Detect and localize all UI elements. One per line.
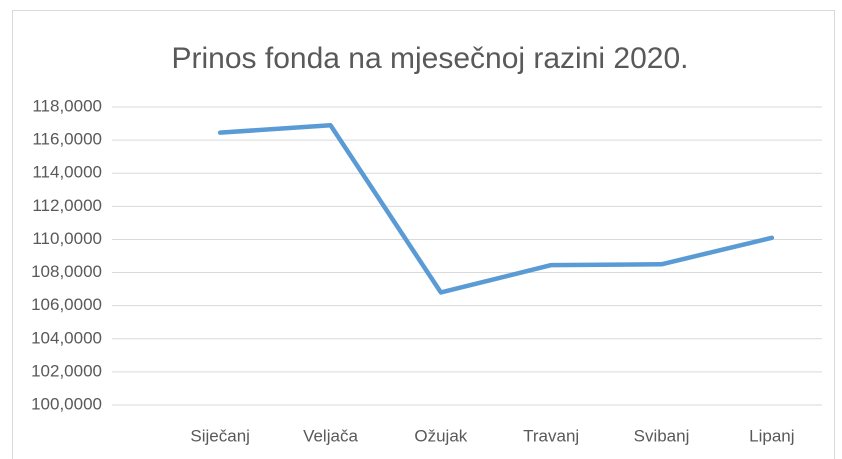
chart-title: Prinos fonda na mjesečnoj razini 2020.: [172, 42, 689, 75]
y-tick-label: 100,0000: [31, 394, 102, 413]
x-tick-label: Siječanj: [190, 426, 250, 445]
y-tick-label: 106,0000: [31, 295, 102, 314]
y-tick-label: 118,0000: [32, 96, 102, 115]
x-tick-label: Travanj: [523, 426, 579, 445]
y-tick-label: 112,0000: [32, 196, 102, 215]
y-tick-label: 116,0000: [32, 130, 102, 149]
y-tick-label: 108,0000: [31, 262, 102, 281]
x-tick-label: Svibanj: [634, 426, 690, 445]
y-tick-label: 104,0000: [31, 328, 102, 347]
y-tick-label: 110,0000: [32, 229, 102, 248]
y-tick-label: 114,0000: [32, 163, 102, 182]
y-tick-label: 102,0000: [31, 361, 102, 380]
chart-border: [12, 10, 835, 459]
x-tick-label: Lipanj: [749, 426, 794, 445]
line-series: [217, 122, 775, 295]
x-tick-label: Veljača: [303, 426, 358, 445]
x-tick-label: Ožujak: [414, 426, 467, 445]
